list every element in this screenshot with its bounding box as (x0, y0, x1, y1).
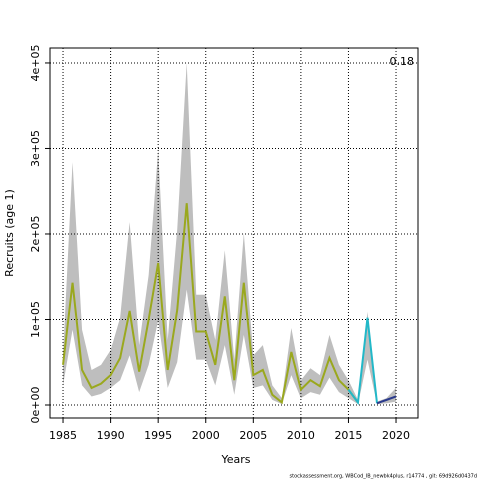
annotation: 0.18 (390, 55, 415, 68)
series-line (376, 395, 397, 405)
x-tick-label: 1990 (97, 429, 125, 442)
x-tick-label: 1995 (144, 429, 172, 442)
x-tick-label: 1985 (49, 429, 77, 442)
series-line (347, 317, 378, 406)
plot-frame (49, 47, 419, 419)
y-tick-label: 1e+05 (29, 301, 42, 338)
y-tick-label: 4e+05 (29, 44, 42, 81)
x-tick-label: 2020 (382, 429, 410, 442)
confidence-band (63, 62, 397, 405)
y-tick-label: 3e+05 (29, 130, 42, 167)
series-line (62, 203, 359, 405)
x-tick-label: 2000 (192, 429, 220, 442)
x-tick-label: 2015 (334, 429, 362, 442)
x-tick-label: 2005 (239, 429, 267, 442)
y-tick-label: 0e+00 (29, 387, 42, 424)
y-axis-label: Recruits (age 1) (3, 189, 16, 277)
footer: stockassessment.org, WBCod_IB_newbk4plus… (290, 474, 477, 480)
y-tick-label: 2e+05 (29, 215, 42, 252)
x-axis-label: Years (220, 453, 250, 466)
x-tick-label: 2010 (287, 429, 315, 442)
